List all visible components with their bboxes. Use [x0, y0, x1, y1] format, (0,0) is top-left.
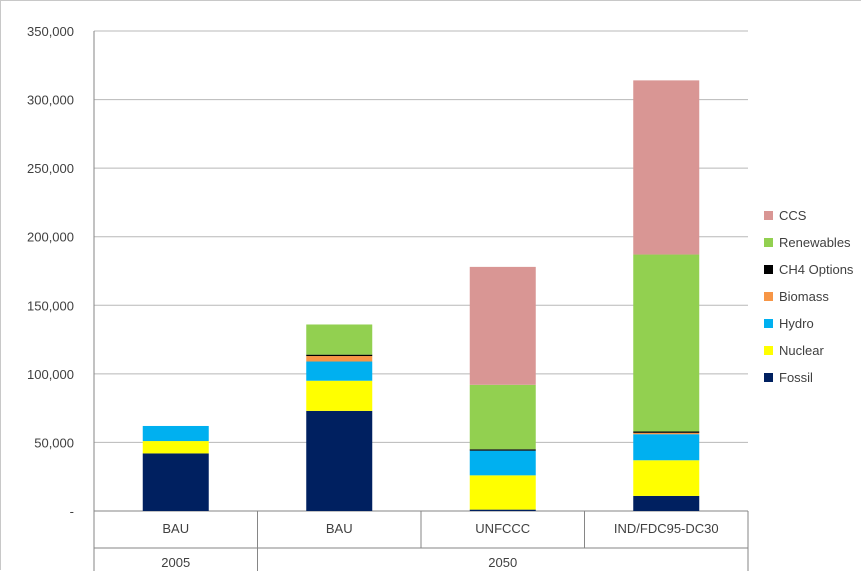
- y-tick-label: 250,000: [27, 161, 74, 176]
- bar-segment-nuclear: [142, 441, 209, 454]
- y-tick-label: 350,000: [27, 24, 74, 39]
- y-tick-label: 150,000: [27, 298, 74, 313]
- bar-segment-hydro: [306, 361, 373, 381]
- legend-swatch-hydro: [764, 319, 773, 328]
- bar-segment-renewables: [469, 384, 536, 450]
- legend-label: Biomass: [779, 289, 829, 304]
- category-label: BAU: [326, 521, 353, 536]
- legend-swatch-fossil: [764, 373, 773, 382]
- legend-label: Hydro: [779, 316, 814, 331]
- category-label: UNFCCC: [475, 521, 530, 536]
- bar-segment-fossil: [469, 509, 536, 511]
- bar-segment-renewables: [633, 254, 700, 432]
- y-tick-label: 50,000: [34, 435, 74, 450]
- legend-swatch-ccs: [764, 211, 773, 220]
- legend-swatch-ch4-options: [764, 265, 773, 274]
- group-label: 2005: [161, 555, 190, 570]
- bar-segment-hydro: [142, 425, 209, 442]
- bar-segment-biomass: [633, 432, 700, 435]
- bar-segment-nuclear: [306, 380, 373, 411]
- legend-swatch-renewables: [764, 238, 773, 247]
- bar-segment-nuclear: [633, 460, 700, 496]
- legend-label: CH4 Options: [779, 262, 854, 277]
- bar-segment-fossil: [633, 495, 700, 511]
- bar-segment-hydro: [469, 450, 536, 476]
- bar-segment-ch4-options: [469, 449, 536, 451]
- legend-label: CCS: [779, 208, 807, 223]
- bar-segment-biomass: [306, 356, 373, 362]
- legend-label: Renewables: [779, 235, 851, 250]
- y-tick-label: 300,000: [27, 93, 74, 108]
- category-label: BAU: [162, 521, 189, 536]
- bar-segment-hydro: [633, 434, 700, 461]
- bar-segment-ch4-options: [633, 431, 700, 433]
- group-label: 2050: [488, 555, 517, 570]
- bar-segment-ccs: [469, 266, 536, 385]
- bar-segment-nuclear: [469, 475, 536, 510]
- bar-segment-fossil: [306, 410, 373, 511]
- category-label: IND/FDC95-DC30: [614, 521, 719, 536]
- y-tick-label: -: [70, 504, 74, 519]
- y-tick-label: 200,000: [27, 230, 74, 245]
- y-tick-label: 100,000: [27, 367, 74, 382]
- legend-label: Fossil: [779, 370, 813, 385]
- bar-segment-ch4-options: [306, 354, 373, 357]
- legend-swatch-biomass: [764, 292, 773, 301]
- legend-label: Nuclear: [779, 343, 824, 358]
- legend-swatch-nuclear: [764, 346, 773, 355]
- bar-segment-fossil: [142, 453, 209, 511]
- bar-segment-ccs: [633, 80, 700, 255]
- bar-segment-renewables: [306, 324, 373, 355]
